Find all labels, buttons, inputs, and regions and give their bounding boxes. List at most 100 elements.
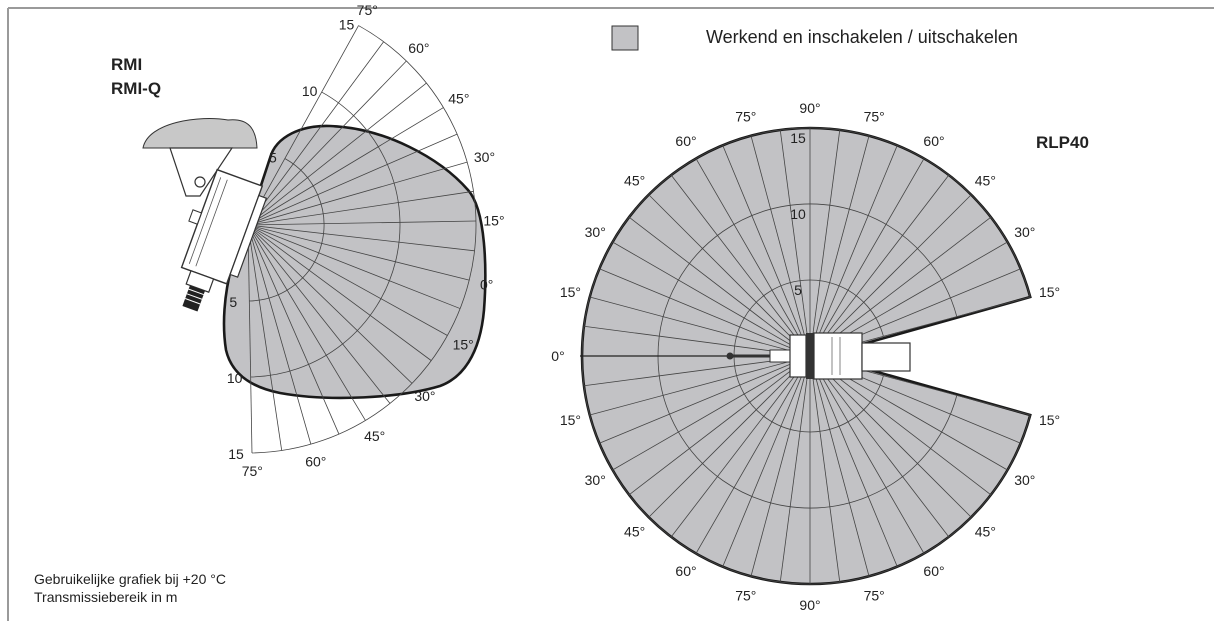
rmi-range-label-lower: 15	[228, 446, 244, 462]
rmi-angle-ray	[247, 161, 468, 226]
rmi-angle-ray	[247, 25, 359, 226]
rmi-angle-label-upper: 75°	[357, 2, 378, 18]
rlp40-angle-label-upper-right: 60°	[923, 133, 944, 149]
rlp40-angle-ray	[779, 355, 811, 583]
rlp40-angle-label-upper-right: 30°	[1014, 224, 1035, 240]
rlp40-angle-ray	[809, 129, 841, 357]
rlp40-title: RLP40	[1036, 133, 1089, 152]
rmi-angle-label-lower: 15°	[453, 336, 474, 352]
rmi-angle-label-lower: 75°	[242, 463, 263, 479]
rlp40-angle-ray	[648, 194, 811, 357]
rmi-range-label-upper: 5	[269, 150, 277, 166]
rlp40-angle-label-lower-left: 30°	[585, 472, 606, 488]
rmi-angle-ray	[247, 41, 384, 226]
rlp40-angle-label-bottom: 90°	[799, 597, 820, 613]
rlp40-angle-ray	[599, 268, 811, 357]
rlp40-angle-label-lower-left: 45°	[624, 523, 645, 539]
rlp40-angle-ray	[809, 355, 898, 567]
rlp40-angle-ray	[589, 355, 811, 416]
rlp40-angle-label-upper-left: 30°	[585, 224, 606, 240]
rmi-angle-ray	[247, 224, 413, 384]
rlp40-angle-label-lower-left: 60°	[675, 563, 696, 579]
rlp40-angle-ray	[612, 355, 811, 471]
rlp40-angle-label-lower-right: 60°	[923, 563, 944, 579]
rlp40-angle-ray	[809, 355, 841, 583]
rmi-angle-ray	[247, 107, 444, 226]
rlp40-angle-ray	[599, 355, 811, 444]
rlp40-angle-label-lower-right: 15°	[1039, 412, 1060, 428]
rmi-range-label-upper: 10	[302, 83, 318, 99]
rmi-angle-label-upper: 60°	[408, 40, 429, 56]
rlp40-angle-ray	[670, 355, 811, 538]
rmi-angle-ray	[247, 60, 407, 226]
rlp40-angle-ray	[695, 355, 811, 554]
footnote-range-unit: Transmissiebereik in m	[34, 589, 178, 605]
rmi-angle-ray	[247, 224, 432, 361]
rlp40-angle-label-upper-right: 15°	[1039, 284, 1060, 300]
rlp40-angle-label-lower-left: 75°	[735, 588, 756, 604]
rmi-angle-label-zero: 0°	[480, 277, 493, 293]
rlp40-angle-label-upper-right: 75°	[864, 108, 885, 124]
rlp40-angle-ray	[648, 355, 811, 518]
rmi-angle-ray	[247, 224, 475, 252]
rlp40-angle-label-lower-right: 75°	[864, 588, 885, 604]
rlp40-angle-ray	[750, 355, 811, 577]
rlp40-angle-label-top: 90°	[799, 100, 820, 116]
rlp40-angle-ray	[779, 129, 811, 357]
rmi-angle-ray	[247, 224, 283, 451]
rmi-angle-ray	[247, 224, 461, 309]
rlp40-angle-ray	[809, 355, 870, 577]
rlp40-range-label: 5	[794, 282, 802, 298]
rlp40-angle-ray	[695, 158, 811, 357]
rlp40-angle-ray	[809, 174, 950, 357]
rlp40-angle-ray	[809, 135, 870, 357]
footnote-temperature: Gebruikelijke grafiek bij +20 °C	[34, 571, 226, 587]
rlp40-angle-ray	[750, 135, 811, 357]
rlp40-range-label: 10	[790, 206, 806, 222]
legend-label: Werkend en inschakelen / uitschakelen	[706, 27, 1018, 47]
rlp40-angle-ray	[809, 355, 972, 518]
rmi-angle-ray	[247, 224, 312, 445]
rlp40-angle-ray	[589, 296, 811, 357]
rlp40-angle-label-upper-left: 15°	[560, 284, 581, 300]
rlp40-angle-label-lower-right: 45°	[975, 523, 996, 539]
legend-swatch	[611, 25, 639, 51]
rmi-range-label-lower: 5	[229, 294, 237, 310]
rmi-range-label-upper: 15	[339, 17, 355, 33]
rlp40-angle-ray	[628, 216, 811, 357]
rmi-sensor-drawing	[142, 118, 268, 312]
rmi-angle-ray	[247, 190, 474, 226]
rmi-range-label-lower: 10	[227, 370, 243, 386]
rlp40-angle-ray	[809, 355, 925, 554]
rlp40-angle-ray	[809, 355, 950, 538]
rlp40-angle-ray	[628, 355, 811, 496]
rlp40-range-label: 15	[790, 130, 806, 146]
rlp40-angle-label-upper-right: 45°	[975, 173, 996, 189]
rmi-angle-ray	[247, 224, 448, 336]
rlp40-probe-drawing	[580, 332, 911, 380]
rmi-q-title: RMI-Q	[111, 79, 161, 98]
rlp40-range-diagram: RLP40 90° 90° 0° 15° 30° 45° 60° 75° 75° 60° 45° 30…	[551, 100, 1089, 613]
rlp40-angle-ray	[722, 145, 811, 357]
rmi-angle-ray	[247, 133, 458, 226]
rmi-angle-ray	[247, 82, 427, 226]
rlp40-angle-ray	[809, 158, 925, 357]
rlp40-angle-ray	[809, 145, 898, 357]
rlp40-angle-ray	[722, 355, 811, 567]
rmi-angle-ray	[247, 224, 391, 404]
rmi-angle-label-upper: 15°	[483, 213, 504, 229]
rlp40-angle-ray	[670, 174, 811, 357]
rlp40-angle-label-upper-left: 60°	[675, 133, 696, 149]
rmi-angle-label-upper: 30°	[474, 149, 495, 165]
rmi-angle-label-upper: 45°	[448, 90, 469, 106]
rmi-angle-ray	[247, 224, 470, 281]
rlp40-angle-ray	[612, 241, 811, 357]
rlp40-angle-label-zero: 0°	[551, 348, 564, 364]
rlp40-angle-label-lower-right: 30°	[1014, 472, 1035, 488]
rmi-title: RMI	[111, 55, 142, 74]
rmi-angle-ray	[247, 220, 476, 226]
rmi-angle-label-lower: 45°	[364, 428, 385, 444]
rmi-angle-ray	[247, 224, 366, 421]
rmi-range-diagram: RMI RMI-Q 75° 60° 45° 30° 15° 0° 15° 30° 45° 60° 7…	[111, 2, 505, 479]
